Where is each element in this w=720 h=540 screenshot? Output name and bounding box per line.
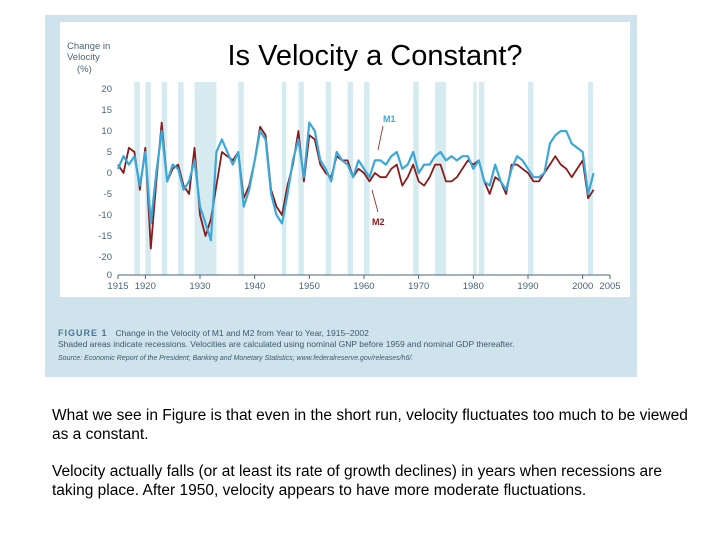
recession-band-15 — [478, 82, 485, 275]
m1-annotation-label: M1 — [383, 114, 396, 124]
m2-annotation-leader — [371, 189, 379, 213]
recession-band-14 — [473, 82, 477, 275]
x-tick-label: 1940 — [244, 281, 265, 292]
caption-title-line: FIGURE 1 Change in the Velocity of M1 and… — [58, 328, 628, 338]
y-axis-title-line-1: Change in — [67, 41, 110, 52]
annotation-layer: M1 M2 — [371, 114, 396, 227]
x-tick-label: 1970 — [408, 281, 429, 292]
x-tick-label: 2000 — [572, 281, 593, 292]
m2-annotation-label: M2 — [372, 217, 385, 227]
y-tick-labels: 20 15 10 5 0 -5 -10 -15 -20 0 — [98, 84, 112, 281]
x-tick-label: 2005 — [599, 281, 620, 292]
y-tick-label: -20 — [98, 252, 112, 263]
recession-band-12 — [413, 82, 419, 275]
x-tick-label: 1950 — [299, 281, 320, 292]
y-tick-label: 0 — [107, 168, 112, 179]
body-paragraph-1: What we see in Figure is that even in th… — [52, 407, 688, 443]
recession-band-17 — [588, 82, 593, 275]
recession-band-9 — [325, 82, 332, 275]
caption-title: Change in the Velocity of M1 and M2 from… — [115, 328, 369, 338]
figure-number: FIGURE 1 — [58, 328, 108, 338]
x-tick-label: 1990 — [517, 281, 538, 292]
y-axis-title-line-3: (%) — [77, 64, 92, 75]
series-layer — [116, 121, 595, 250]
y-tick-label: -15 — [98, 231, 112, 242]
velocity-chart: Change in Velocity (%) 20 15 10 5 0 -5 -10 -15 -… — [60, 22, 630, 297]
y-tick-label: 15 — [101, 105, 112, 116]
figure-caption: FIGURE 1 Change in the Velocity of M1 and… — [58, 328, 628, 362]
recession-band-1 — [134, 82, 140, 275]
recession-band-7 — [282, 82, 287, 275]
recession-band-3 — [161, 82, 168, 275]
y-tick-label-baseline: 0 — [107, 270, 112, 281]
x-tick-labels: 1915 1920 1930 1940 1950 1960 1970 1980 1990 2000… — [107, 275, 621, 292]
y-tick-label: -5 — [104, 189, 112, 200]
recession-band-8 — [298, 82, 304, 275]
slide-title: Is Velocity a Constant? — [227, 40, 523, 72]
y-axis-title-line-2: Velocity — [67, 52, 100, 63]
x-tick-label: 1960 — [353, 281, 374, 292]
recession-band-13 — [435, 82, 446, 275]
x-tick-label: 1980 — [463, 281, 484, 292]
y-tick-label: -10 — [98, 210, 112, 221]
y-tick-label: 20 — [101, 84, 112, 95]
caption-source: Source: Economic Report of the President… — [58, 355, 414, 362]
y-tick-label: 5 — [107, 147, 112, 158]
body-paragraph-2: Velocity actually falls (or at least its… — [52, 463, 662, 499]
x-tick-label: 1920 — [135, 281, 156, 292]
recession-band-10 — [347, 82, 354, 275]
m1-annotation-leader — [377, 125, 384, 151]
x-tick-label: 1915 — [107, 281, 128, 292]
series-line-m1 — [116, 121, 595, 242]
y-axis-title: Change in Velocity (%) — [67, 41, 110, 75]
caption-note: Shaded areas indicate recessions. Veloci… — [58, 339, 515, 349]
y-tick-label: 10 — [101, 126, 112, 137]
x-tick-label: 1930 — [189, 281, 210, 292]
